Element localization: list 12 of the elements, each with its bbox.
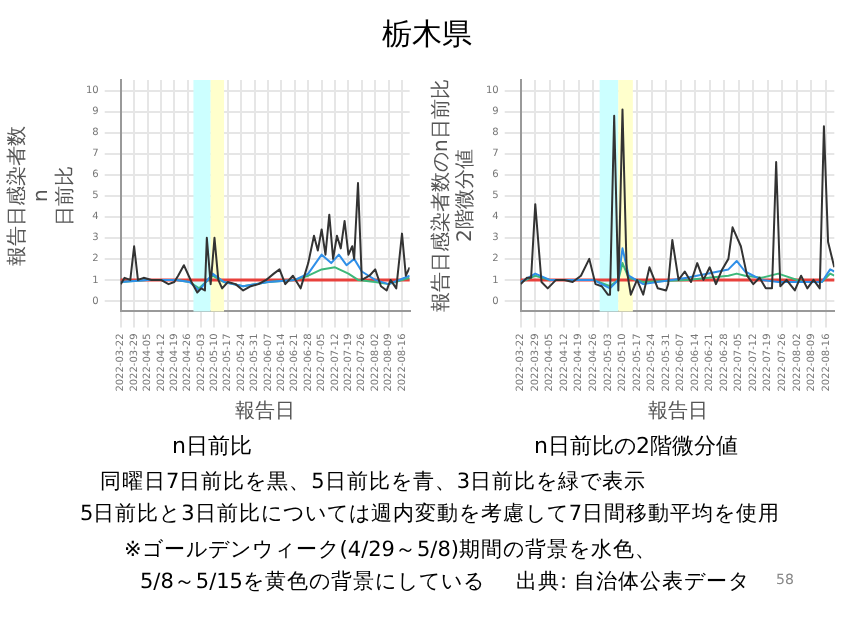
text: 5/8～5/15を黄色の背景にしている — [140, 568, 485, 596]
source-note: 出典: 自治体公表データ — [516, 568, 750, 596]
text: ※ゴールデンウィーク(4/29～5/8)期間の背景を水色、 — [124, 536, 657, 564]
text: n日前比 — [172, 432, 252, 459]
text: 5日前比と3日前比については週内変動を考慮して7日間移動平均を使用 — [80, 500, 781, 528]
y-axis-title: 報告日感染者数 n 日前比 — [5, 125, 78, 266]
text: 栃木県 — [380, 16, 474, 54]
y-axis-title: 報告日感染者数のn日前比 2階微分値 — [429, 79, 478, 313]
x-axis-title: 報告日 — [235, 398, 296, 423]
x-axis-title: 報告日 — [647, 398, 708, 423]
text: n日前比の2階微分値 — [534, 432, 738, 459]
text: 同曜日7日前比を黒、5日前比を青、3日前比を緑で表示 — [100, 468, 647, 496]
